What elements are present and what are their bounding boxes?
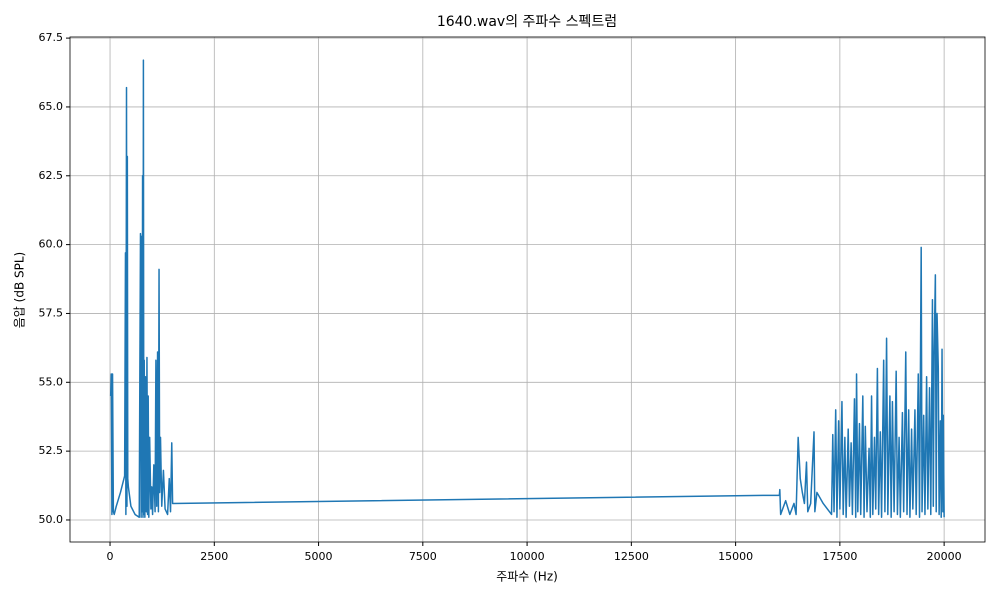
x-tick-label: 2500 xyxy=(200,550,228,563)
x-axis-label: 주파수 (Hz) xyxy=(496,570,558,584)
y-tick-label: 57.5 xyxy=(39,306,64,319)
x-tick-label: 0 xyxy=(107,550,114,563)
data-line xyxy=(109,59,945,518)
y-tick-label: 67.5 xyxy=(39,31,64,44)
y-tick-label: 60.0 xyxy=(39,238,64,251)
y-tick-label: 50.0 xyxy=(39,513,64,526)
y-tick-label: 52.5 xyxy=(39,444,64,457)
x-tick-label: 5000 xyxy=(305,550,333,563)
y-tick-label: 55.0 xyxy=(39,375,64,388)
chart-title: 1640.wav의 주파수 스펙트럼 xyxy=(437,14,617,30)
y-tick-label: 65.0 xyxy=(39,100,64,113)
x-tick-label: 7500 xyxy=(409,550,437,563)
y-tick-label: 62.5 xyxy=(39,169,64,182)
y-axis-label: 음압 (dB SPL) xyxy=(13,252,27,328)
x-tick-label: 12500 xyxy=(614,550,649,563)
x-tick-label: 15000 xyxy=(718,550,753,563)
x-tick-label: 17500 xyxy=(822,550,857,563)
x-tick-label: 10000 xyxy=(510,550,545,563)
plot-frame xyxy=(69,36,986,543)
x-tick-label: 20000 xyxy=(927,550,962,563)
